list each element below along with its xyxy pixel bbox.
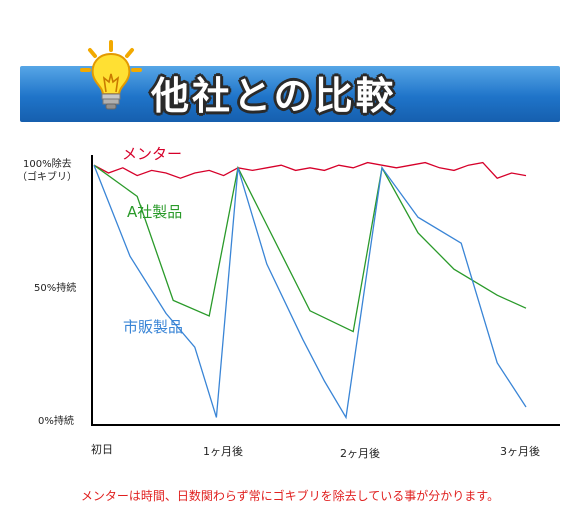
y-label-middle: 50%持続 <box>34 283 77 294</box>
y-label-top: 100%除去 <box>23 159 72 170</box>
legend-commercial: 市販製品 <box>123 318 184 336</box>
y-label-bottom: 0%持続 <box>38 416 74 427</box>
y-label-top-sub: （ゴキブリ） <box>17 172 77 183</box>
series-line-1 <box>93 164 527 333</box>
x-label-0: 初日 <box>91 443 113 456</box>
series-line-2 <box>93 164 527 420</box>
series-line-0 <box>93 161 527 179</box>
footnote: メンターは時間、日数関わらず常にゴキブリを除去している事が分かります。 <box>80 489 500 503</box>
lightbulb-icon <box>80 40 142 110</box>
legend-menter: メンター <box>122 145 183 163</box>
x-label-1: 1ヶ月後 <box>203 445 243 458</box>
x-label-3: 3ヶ月後 <box>500 445 540 458</box>
x-label-2: 2ヶ月後 <box>340 447 380 460</box>
page-title: 他社との比較 <box>151 74 397 118</box>
